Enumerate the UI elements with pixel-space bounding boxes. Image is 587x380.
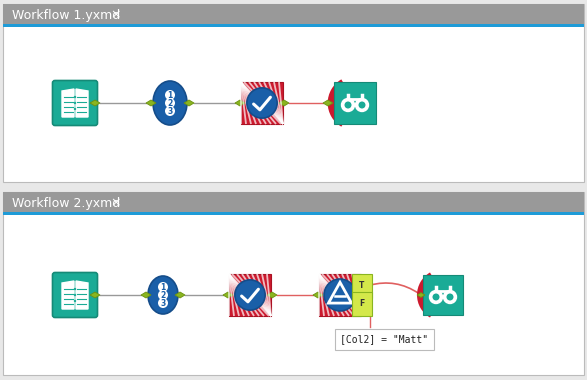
Circle shape xyxy=(235,280,265,310)
Circle shape xyxy=(158,298,168,308)
Wedge shape xyxy=(417,272,443,318)
FancyBboxPatch shape xyxy=(335,328,434,350)
Bar xyxy=(319,274,361,316)
Polygon shape xyxy=(62,281,74,309)
Bar xyxy=(241,82,283,124)
Circle shape xyxy=(165,106,175,116)
Polygon shape xyxy=(223,292,233,298)
Wedge shape xyxy=(328,79,355,127)
Bar xyxy=(3,4,584,182)
Text: 3: 3 xyxy=(167,107,173,116)
Polygon shape xyxy=(146,100,156,106)
Circle shape xyxy=(74,102,76,104)
Text: 1: 1 xyxy=(167,91,173,100)
Circle shape xyxy=(165,90,175,100)
Polygon shape xyxy=(62,89,74,117)
Polygon shape xyxy=(358,283,366,288)
Polygon shape xyxy=(358,302,366,306)
Text: T: T xyxy=(359,282,365,290)
Circle shape xyxy=(247,88,277,118)
Circle shape xyxy=(158,290,168,300)
Circle shape xyxy=(74,96,76,98)
Polygon shape xyxy=(323,100,333,106)
FancyBboxPatch shape xyxy=(52,272,97,318)
Bar xyxy=(3,4,584,24)
Text: 2: 2 xyxy=(160,291,166,300)
Bar xyxy=(334,82,376,124)
Ellipse shape xyxy=(153,81,187,125)
Circle shape xyxy=(342,98,355,111)
Circle shape xyxy=(74,294,76,296)
Circle shape xyxy=(447,293,454,301)
Circle shape xyxy=(359,101,366,109)
Circle shape xyxy=(324,279,356,311)
Text: ×: × xyxy=(111,196,122,209)
Circle shape xyxy=(74,108,76,110)
Text: Workflow 2.yxmd: Workflow 2.yxmd xyxy=(12,196,120,209)
Polygon shape xyxy=(313,292,323,298)
Bar xyxy=(3,192,584,375)
Circle shape xyxy=(430,290,443,304)
Circle shape xyxy=(158,282,168,292)
Polygon shape xyxy=(141,292,151,298)
FancyBboxPatch shape xyxy=(52,81,97,125)
Circle shape xyxy=(356,98,369,111)
Ellipse shape xyxy=(148,276,178,314)
Polygon shape xyxy=(267,292,277,298)
Polygon shape xyxy=(175,292,185,298)
Bar xyxy=(423,275,463,315)
Circle shape xyxy=(444,290,457,304)
Circle shape xyxy=(165,98,175,108)
Text: F: F xyxy=(359,299,365,309)
Circle shape xyxy=(433,293,440,301)
Text: ×: × xyxy=(111,8,122,22)
Polygon shape xyxy=(235,100,245,106)
Text: [Col2] = "Matt": [Col2] = "Matt" xyxy=(340,334,428,344)
Polygon shape xyxy=(417,293,425,298)
Polygon shape xyxy=(76,89,88,117)
Text: Workflow 1.yxmd: Workflow 1.yxmd xyxy=(12,8,120,22)
Polygon shape xyxy=(184,100,194,106)
Bar xyxy=(3,192,584,212)
Bar xyxy=(3,24,584,27)
Polygon shape xyxy=(90,100,100,106)
Polygon shape xyxy=(76,281,88,309)
Polygon shape xyxy=(90,292,100,298)
Polygon shape xyxy=(279,100,289,106)
Text: 3: 3 xyxy=(160,299,166,308)
Text: 2: 2 xyxy=(167,99,173,108)
Bar xyxy=(3,212,584,215)
Text: 1: 1 xyxy=(160,283,166,292)
Circle shape xyxy=(74,288,76,290)
Bar xyxy=(229,274,271,316)
Circle shape xyxy=(74,300,76,302)
Circle shape xyxy=(345,101,352,109)
